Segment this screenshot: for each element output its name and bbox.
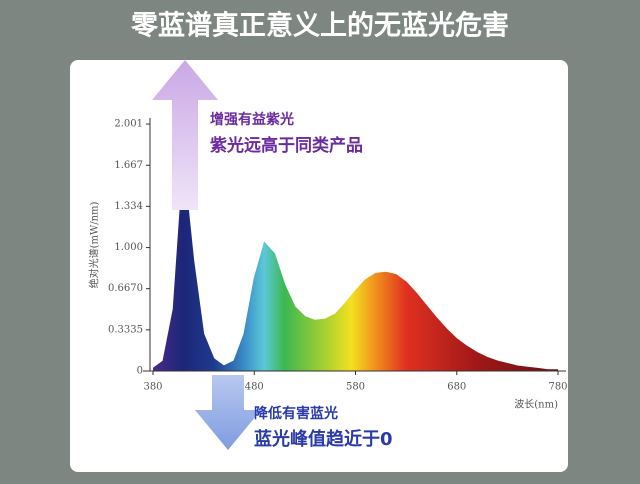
chart-title: 零蓝谱真正意义上的无蓝光危害 (130, 10, 509, 42)
annotation: 增强有益紫光 (210, 111, 294, 128)
up-arrow (152, 60, 218, 210)
x-tick-label: 680 (447, 382, 466, 393)
x-tick-label: 380 (143, 382, 162, 393)
x-tick-label: 780 (548, 382, 567, 393)
y-tick-label: 0.3335 (108, 324, 143, 335)
y-tick-label: 0 (137, 366, 143, 377)
annotation: 紫光远高于同类产品 (210, 135, 363, 156)
x-axis-label: 波长(nm) (514, 398, 558, 411)
y-tick-label: 1.667 (114, 160, 143, 171)
y-tick-label: 2.001 (114, 119, 143, 130)
annotation: 蓝光峰值趋近于0 (254, 428, 393, 450)
down-arrow (195, 375, 261, 450)
y-tick-label: 0.6670 (108, 283, 143, 294)
y-axis-label: 绝对光谱(mW/nm) (88, 201, 101, 288)
spectrum-line (152, 162, 558, 371)
y-tick-label: 1.000 (114, 242, 143, 253)
x-tick-label: 580 (346, 382, 365, 393)
area-fill (153, 162, 558, 371)
annotation: 降低有害蓝光 (254, 405, 338, 422)
y-tick-label: 1.334 (114, 201, 143, 212)
x-tick-label: 480 (245, 382, 264, 393)
